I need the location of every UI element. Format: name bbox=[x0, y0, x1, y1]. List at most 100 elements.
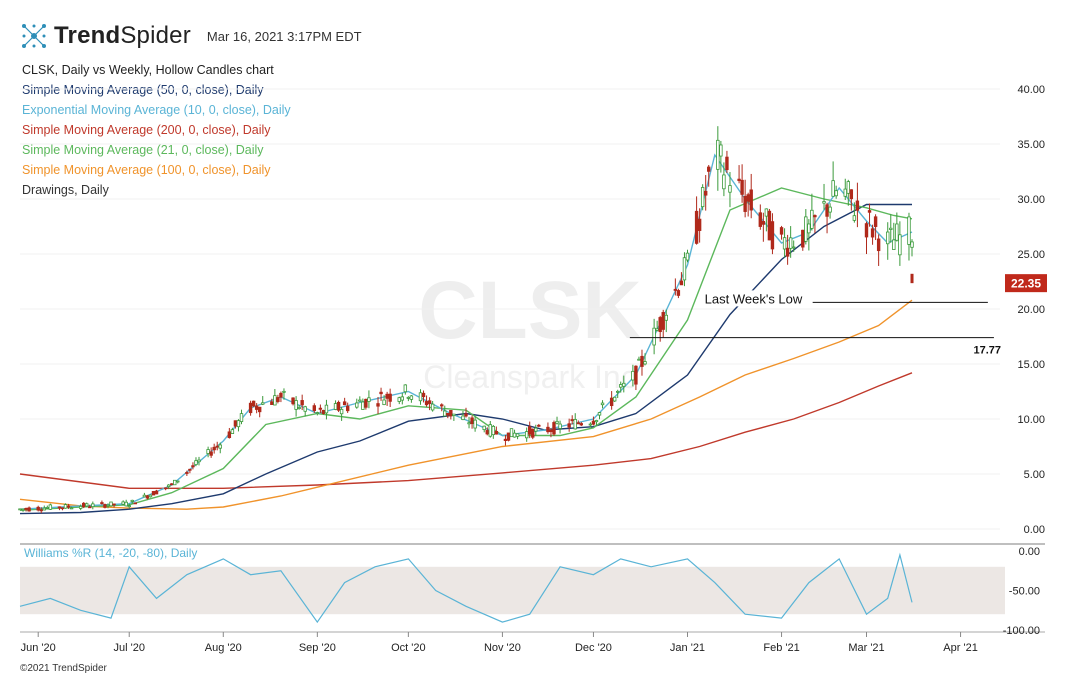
candle-body bbox=[655, 328, 659, 331]
timestamp: Mar 16, 2021 3:17PM EDT bbox=[206, 28, 362, 44]
candle-body bbox=[697, 218, 702, 231]
price-tick-label: 25.00 bbox=[1017, 249, 1045, 261]
candle-body bbox=[573, 419, 577, 430]
candle-body bbox=[282, 390, 286, 393]
candle-body bbox=[112, 503, 116, 506]
candle-body bbox=[36, 506, 40, 511]
candle-body bbox=[400, 396, 404, 401]
candle-body bbox=[619, 384, 623, 388]
candle-body bbox=[430, 403, 435, 411]
candle-body bbox=[300, 400, 304, 406]
candle-body bbox=[700, 187, 705, 208]
candle-body bbox=[870, 228, 875, 238]
candle-body bbox=[376, 403, 380, 407]
candle-body bbox=[63, 504, 68, 509]
candle-body bbox=[910, 273, 914, 284]
candle-body bbox=[142, 494, 147, 498]
candle-body bbox=[209, 451, 213, 456]
last-price-badge bbox=[1005, 274, 1047, 293]
candle-body bbox=[130, 499, 134, 502]
candle-body bbox=[233, 420, 238, 427]
candle-body bbox=[810, 209, 814, 229]
candle-body bbox=[361, 401, 365, 410]
williams-tick-label: -50.00 bbox=[1009, 586, 1040, 598]
williams-tick-label: 0.00 bbox=[1019, 546, 1040, 558]
williams-title: Williams %R (14, -20, -80), Daily bbox=[24, 546, 197, 560]
candle-body bbox=[722, 174, 726, 190]
candle-body bbox=[100, 502, 104, 504]
candle-body bbox=[66, 505, 71, 508]
candle-body bbox=[321, 409, 326, 414]
series-line bbox=[19, 299, 913, 510]
x-tick-label: Feb '21 bbox=[763, 642, 799, 654]
candle-body bbox=[421, 392, 426, 398]
candle-body bbox=[482, 425, 486, 431]
candle-body bbox=[303, 406, 307, 412]
candle-body bbox=[324, 404, 329, 414]
candle-body bbox=[682, 257, 687, 281]
candle-body bbox=[716, 139, 720, 170]
candle-body bbox=[746, 194, 750, 202]
candle-body bbox=[652, 327, 656, 346]
candle-body bbox=[886, 231, 890, 245]
candle-body bbox=[336, 401, 341, 411]
price-tick-label: 20.00 bbox=[1017, 304, 1045, 316]
candle-body bbox=[506, 432, 511, 441]
candle-body bbox=[440, 404, 444, 407]
williams-shade-band bbox=[20, 566, 1005, 615]
candle-body bbox=[39, 509, 43, 512]
candle-body bbox=[151, 491, 156, 496]
candle-body bbox=[27, 507, 31, 512]
price-tick-label: 30.00 bbox=[1017, 194, 1045, 206]
brand-name: TrendSpider bbox=[54, 22, 191, 49]
x-tick-label: Aug '20 bbox=[205, 642, 242, 654]
candle-body bbox=[782, 237, 787, 250]
candle-body bbox=[103, 504, 107, 508]
candle-body bbox=[236, 420, 241, 428]
candle-body bbox=[907, 216, 911, 245]
candle-body bbox=[534, 427, 538, 432]
candle-body bbox=[867, 210, 872, 213]
candle-body bbox=[588, 423, 593, 426]
legend-item: Exponential Moving Average (10, 0, close… bbox=[22, 103, 291, 117]
candle-body bbox=[461, 415, 465, 421]
candle-body bbox=[488, 424, 492, 437]
candle-body bbox=[761, 221, 766, 225]
candle-body bbox=[467, 422, 471, 425]
legend-item: Drawings, Daily bbox=[22, 183, 109, 197]
candle-body bbox=[197, 459, 201, 463]
williams-tick-label: -100.00 bbox=[1003, 625, 1040, 637]
candle-body bbox=[191, 465, 195, 468]
candle-body bbox=[876, 238, 881, 252]
candle-body bbox=[418, 392, 423, 402]
candle-body bbox=[227, 431, 232, 439]
candle-body bbox=[612, 396, 617, 402]
price-tick-label: 5.00 bbox=[1024, 469, 1045, 481]
candle-body bbox=[494, 430, 499, 435]
candle-body bbox=[898, 234, 902, 256]
candle-body bbox=[767, 210, 772, 241]
candle-body bbox=[764, 208, 769, 217]
x-tick-label: Dec '20 bbox=[575, 642, 612, 654]
candle-body bbox=[679, 280, 684, 286]
candle-body bbox=[873, 216, 878, 227]
candle-body bbox=[121, 501, 125, 505]
drawing-label: Last Week's Low bbox=[705, 291, 803, 306]
candle-body bbox=[276, 397, 280, 402]
candle-body bbox=[801, 229, 805, 248]
candle-body bbox=[397, 397, 401, 402]
candle-body bbox=[424, 401, 429, 406]
candle-body bbox=[69, 507, 74, 510]
candle-body bbox=[355, 402, 359, 408]
copyright-footer: ©2021 TrendSpider bbox=[20, 663, 107, 674]
candle-body bbox=[464, 413, 468, 417]
candle-body bbox=[48, 504, 53, 510]
candle-body bbox=[491, 425, 496, 436]
candle-body bbox=[473, 419, 477, 429]
candle-body bbox=[846, 181, 850, 194]
candle-body bbox=[297, 407, 301, 409]
williams-line bbox=[19, 552, 913, 624]
drawing-label-bg bbox=[700, 290, 813, 307]
candle-body bbox=[673, 288, 678, 291]
